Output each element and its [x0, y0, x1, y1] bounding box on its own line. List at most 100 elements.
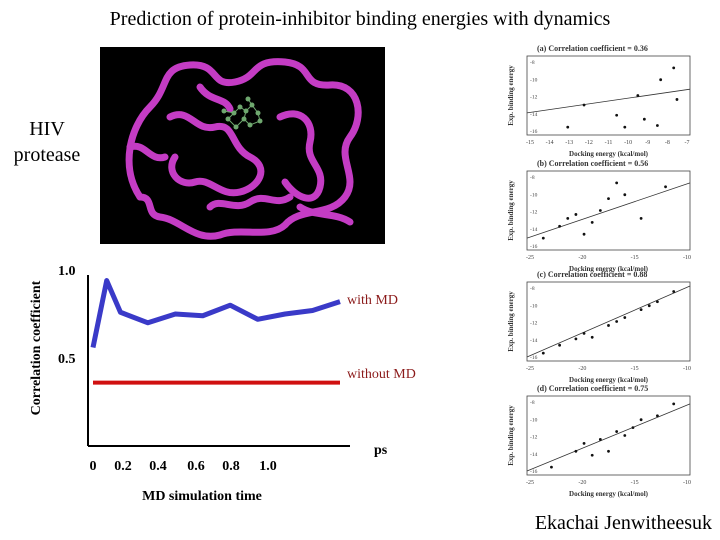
scatter-y-tick: -10 [530, 417, 538, 423]
scatter-y-tick: -8 [530, 286, 535, 292]
x-tick-label: 0.4 [149, 459, 167, 474]
side-label-line1: HIV [29, 118, 65, 140]
scatter-y-tick: -10 [530, 77, 538, 83]
scatter-x-tick: -15 [631, 255, 639, 261]
scatter-x-tick: -10 [683, 366, 691, 372]
scatter-point [566, 217, 570, 220]
series-label-without-md: without MD [347, 367, 416, 382]
scatter-point [607, 197, 610, 201]
scatter-x-tick: -15 [631, 366, 639, 372]
scatter-point [607, 449, 610, 453]
scatter-fit-line [526, 403, 691, 472]
scatter-fit-line [526, 88, 691, 114]
scatter-y-tick: -16 [530, 469, 538, 475]
main-line-chart: Correlation coefficient 0.5 1.0 0 0.2 0.4 0.6… [29, 264, 416, 504]
scatter-frame [526, 55, 691, 136]
scatter-x-label: Docking energy (kcal/mol) [569, 150, 649, 158]
scatter-title: (d) Correlation coefficient = 0.75 [537, 384, 648, 393]
scatter-point [672, 66, 676, 70]
scatter-y-tick: -14 [530, 338, 538, 344]
scatter-fit-line [526, 182, 691, 239]
scatter-point [664, 185, 667, 189]
scatter-y-tick: -8 [530, 60, 535, 66]
series-line-with-md [90, 278, 341, 348]
scatter-point [623, 125, 627, 129]
scatter-point [582, 442, 586, 445]
scatter-x-label: Docking energy (kcal/mol) [569, 490, 649, 498]
scatter-panel-d: (d) Correlation coefficient = 0.75 Dockin… [507, 384, 691, 498]
y-tick-label: 0.5 [58, 352, 76, 367]
y-tick-label: 1.0 [58, 264, 76, 279]
scatter-point [615, 430, 619, 433]
scatter-frame [526, 281, 691, 362]
scatter-point [672, 290, 676, 293]
scatter-point [550, 465, 553, 469]
scatter-y-tick: -12 [530, 435, 538, 441]
scatter-x-tick: -25 [526, 480, 534, 486]
scatter-point [623, 316, 627, 319]
scatter-point [656, 414, 659, 418]
scatter-y-tick: -16 [530, 129, 538, 135]
x-tick-label: 0.8 [222, 459, 240, 474]
scatter-point [541, 236, 545, 240]
scatter-x-tick: -20 [578, 480, 586, 486]
scatter-x-tick: -10 [624, 140, 632, 146]
scatter-point [623, 193, 627, 197]
scatter-point [598, 209, 602, 212]
scatter-point [656, 300, 659, 304]
scatter-x-tick: -13 [565, 140, 573, 146]
scatter-x-label: Docking energy (kcal/mol) [569, 265, 649, 273]
scatter-point [675, 98, 679, 101]
scatter-y-tick: -8 [530, 175, 535, 181]
scatter-x-tick: -20 [578, 366, 586, 372]
scatter-y-tick: -10 [530, 303, 538, 309]
scatter-point [582, 103, 586, 107]
main-chart-x-unit: ps [374, 443, 388, 458]
scatter-point [642, 117, 646, 121]
side-label: HIV protease [2, 116, 92, 168]
scatter-frame [526, 395, 691, 476]
scatter-y-label: Exp. binding energy [507, 65, 515, 126]
scatter-title: (a) Correlation coefficient = 0.36 [537, 44, 648, 53]
scatter-panel-c: (c) Correlation coefficient = 0.88 Dockin… [507, 270, 691, 384]
side-label-line2: protease [13, 144, 81, 166]
scatter-x-tick: -25 [526, 366, 534, 372]
scatter-x-tick: -8 [665, 140, 670, 146]
scatter-y-tick: -14 [530, 112, 538, 118]
scatter-point [582, 331, 586, 335]
protein-structure-image [100, 47, 385, 244]
scatter-y-tick: -16 [530, 355, 538, 361]
protein-ribbon-drawing [125, 58, 362, 240]
scatter-point [590, 335, 594, 339]
scatter-point [631, 426, 635, 429]
scatter-point [623, 434, 627, 437]
scatter-point [639, 308, 643, 312]
scatter-point [558, 224, 561, 228]
scatter-point [574, 337, 578, 341]
scatter-point [615, 181, 619, 185]
scatter-x-tick: -10 [683, 255, 691, 261]
scatter-point [566, 125, 570, 129]
scatter-point [659, 78, 663, 82]
author-name: Ekachai Jenwitheesuk [534, 512, 712, 534]
scatter-point [574, 449, 578, 453]
scatter-fit-line [526, 285, 691, 358]
scatter-x-tick: -7 [685, 140, 690, 146]
scatter-y-tick: -12 [530, 210, 538, 216]
scatter-y-tick: -12 [530, 95, 538, 101]
scatter-point [647, 304, 651, 308]
scatter-point [639, 217, 643, 220]
x-tick-label: 0.2 [114, 459, 132, 474]
slide-title: Prediction of protein-inhibitor binding … [109, 8, 611, 30]
scatter-title: (b) Correlation coefficient = 0.56 [537, 159, 648, 168]
scatter-point [615, 113, 619, 117]
scatter-x-tick: -15 [526, 140, 534, 146]
scatter-y-tick: -14 [530, 452, 538, 458]
scatter-x-tick: -14 [546, 140, 554, 146]
scatter-y-label: Exp. binding energy [507, 291, 515, 352]
scatter-y-tick: -8 [530, 400, 535, 406]
scatter-y-tick: -16 [530, 244, 538, 250]
scatter-x-tick: -12 [585, 140, 593, 146]
scatter-x-tick: -15 [631, 480, 639, 486]
scatter-frame [526, 170, 691, 251]
